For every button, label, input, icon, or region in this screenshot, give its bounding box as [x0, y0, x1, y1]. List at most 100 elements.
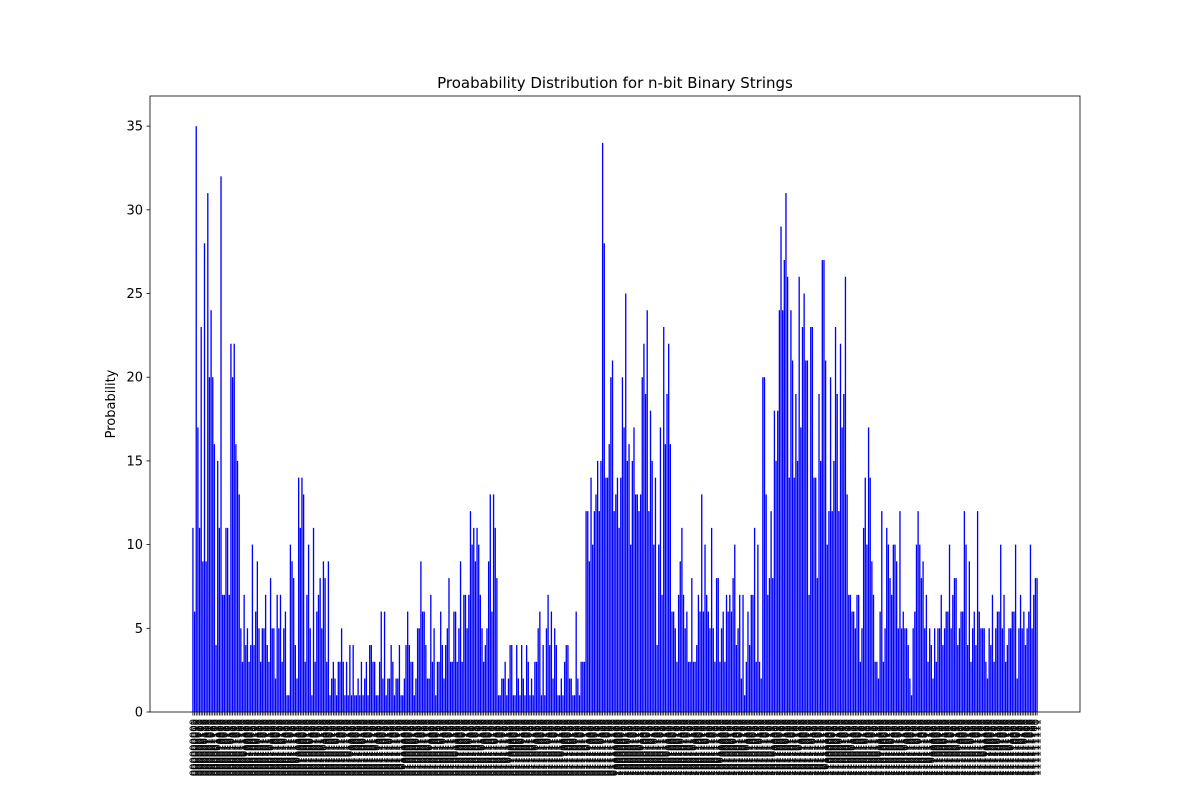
x-tick-label: 011001000 — [519, 719, 530, 776]
x-tick-label: 010010111 — [438, 719, 449, 776]
x-tick-label: 010001010 — [416, 719, 427, 776]
x-tick-label: 110111000 — [915, 719, 926, 776]
bars — [192, 126, 1038, 712]
bar — [630, 544, 632, 712]
bar — [415, 678, 417, 712]
bar — [886, 527, 888, 712]
bar — [309, 628, 311, 712]
x-tick-label: 110111101 — [924, 719, 935, 776]
bar — [207, 193, 209, 712]
x-tick-label: 010011110 — [449, 719, 460, 776]
x-tick-label: 000010111 — [226, 719, 237, 776]
bar — [506, 695, 508, 712]
bar — [486, 628, 488, 712]
bar — [983, 628, 985, 712]
bar — [793, 477, 795, 712]
x-tick-label: 010101100 — [473, 719, 484, 776]
x-tick-label: 011011011 — [550, 719, 561, 776]
bar — [1031, 628, 1033, 712]
x-tick-label: 010000110 — [410, 719, 421, 776]
bar — [653, 544, 655, 712]
x-tick-label: 011110000 — [585, 719, 596, 776]
x-tick-label: 010010001 — [428, 719, 439, 776]
bar — [448, 578, 450, 712]
bar — [816, 578, 819, 712]
x-tick-label: 011001010 — [522, 719, 533, 776]
x-tick-label: 101101101 — [791, 719, 802, 776]
bar — [611, 360, 614, 712]
x-tick-label: 110010001 — [851, 719, 862, 776]
bar — [628, 444, 630, 712]
x-tick-label: 111011000 — [968, 719, 979, 776]
bar — [266, 645, 268, 712]
x-tick-label: 111110100 — [1014, 719, 1025, 776]
x-tick-label: 000011000 — [228, 719, 239, 776]
bar — [841, 427, 843, 712]
x-tick-label: 101011111 — [768, 719, 779, 776]
x-tick-label: 011011000 — [545, 719, 556, 776]
bar — [760, 678, 762, 712]
bar — [1034, 578, 1037, 712]
bar — [914, 611, 916, 712]
bar — [402, 695, 404, 712]
bar — [714, 661, 716, 712]
x-tick-label: 011000111 — [517, 719, 528, 776]
x-tick-label: 101111001 — [811, 719, 822, 776]
bar — [985, 661, 987, 712]
x-tick-label: 111010110 — [965, 719, 976, 776]
bar — [995, 628, 997, 712]
bar — [544, 695, 546, 712]
bar — [955, 578, 957, 712]
bar — [950, 628, 952, 712]
x-tick-label: 001101101 — [368, 719, 379, 776]
bar — [857, 594, 860, 712]
bar — [438, 661, 440, 712]
bar — [679, 561, 681, 712]
x-tick-label: 011001011 — [524, 719, 535, 776]
x-tick-label: 110101001 — [891, 719, 902, 776]
bar — [811, 327, 814, 712]
bar — [499, 695, 501, 712]
x-tick-label: 111111101 — [1029, 719, 1040, 776]
x-tick-label: 101101010 — [786, 719, 797, 776]
bar — [215, 645, 217, 712]
bar — [707, 611, 709, 712]
bar — [795, 393, 797, 712]
bar — [380, 611, 382, 712]
bar — [205, 561, 207, 712]
bar — [757, 544, 759, 712]
x-tick-label: 011010011 — [537, 719, 548, 776]
bar — [654, 477, 657, 712]
x-tick-label: 110011000 — [862, 719, 873, 776]
x-tick-label: 110011001 — [864, 719, 875, 776]
bar — [843, 393, 845, 712]
bar — [223, 594, 225, 712]
x-tick-label: 110011010 — [866, 719, 877, 776]
x-tick-label: 100110110 — [701, 719, 712, 776]
bar — [739, 594, 741, 712]
bar — [487, 561, 490, 712]
bar — [193, 611, 196, 712]
x-tick-label: 001111100 — [393, 719, 404, 776]
bar — [922, 561, 924, 712]
bar — [572, 695, 574, 712]
x-tick-label: 111010101 — [963, 719, 974, 776]
x-tick-label: 111001100 — [948, 719, 959, 776]
x-tick-label: 001100010 — [350, 719, 361, 776]
x-tick-label: 010000000 — [400, 719, 411, 776]
x-tick-label: 010000111 — [411, 719, 422, 776]
bar — [279, 594, 282, 712]
x-tick-label: 011000000 — [506, 719, 517, 776]
x-tick-label: 100001101 — [633, 719, 644, 776]
x-tick-label: 100101110 — [687, 719, 698, 776]
bar — [454, 611, 457, 712]
x-tick-label: 010101010 — [469, 719, 480, 776]
bar — [646, 310, 648, 712]
bar — [473, 527, 475, 712]
bar — [430, 594, 432, 712]
x-tick-label: 111000100 — [935, 719, 946, 776]
bar — [740, 678, 743, 712]
bar — [605, 477, 607, 712]
bar — [567, 645, 569, 712]
bar — [945, 611, 947, 712]
